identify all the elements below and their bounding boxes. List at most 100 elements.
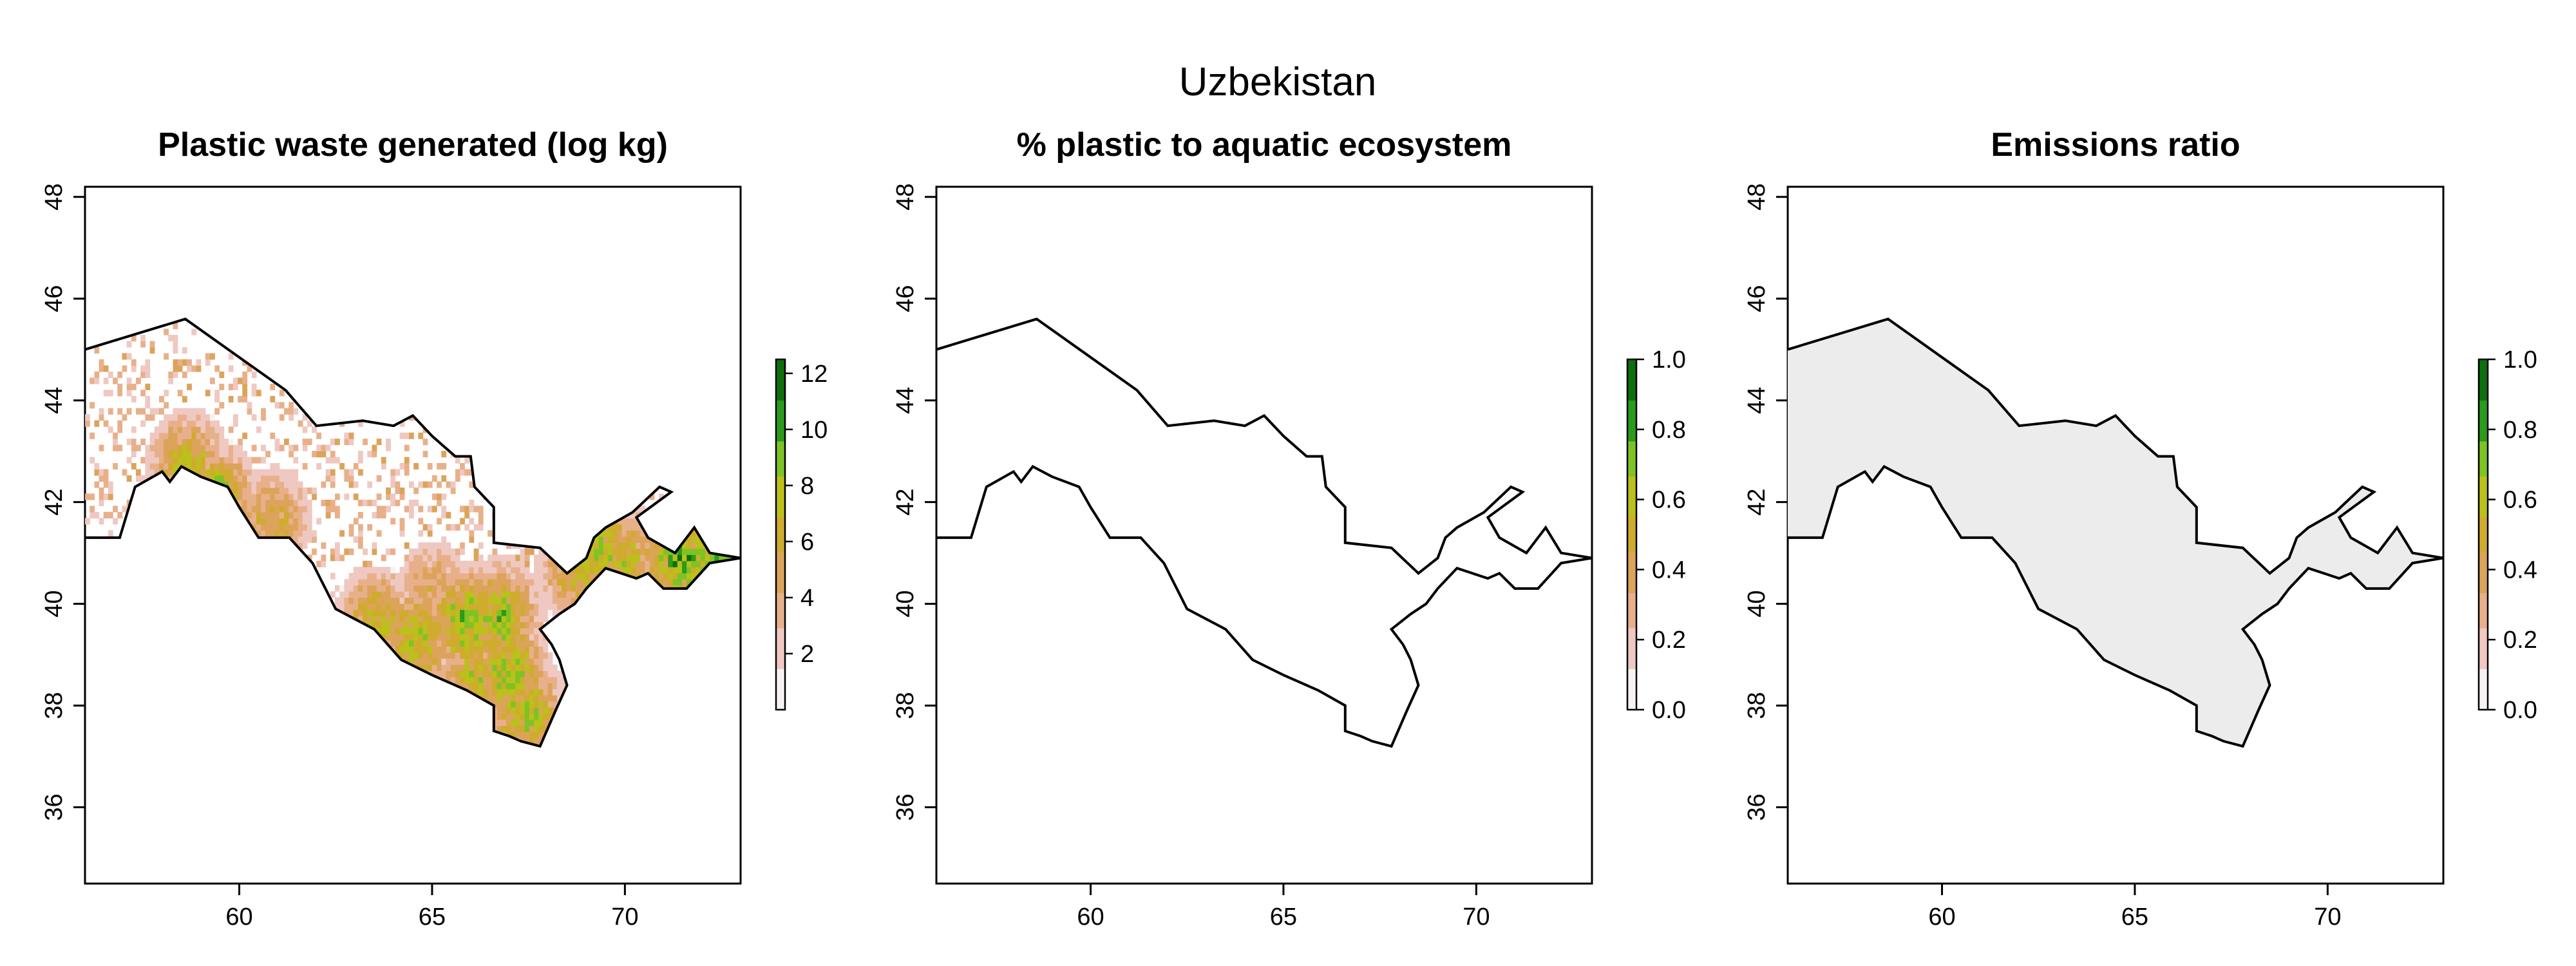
raster-cell <box>543 603 549 611</box>
raster-cell <box>506 597 511 604</box>
raster-cell <box>543 676 549 683</box>
raster-cell <box>395 579 401 586</box>
raster-cell <box>200 414 206 421</box>
raster-cell <box>247 506 252 513</box>
raster-cell <box>645 536 650 543</box>
raster-cell <box>154 451 160 458</box>
raster-cell <box>700 554 706 562</box>
raster-cell <box>99 444 104 451</box>
colorbar-segment <box>776 546 785 553</box>
raster-cell <box>232 383 238 390</box>
x-tick-label: 65 <box>1270 904 1297 931</box>
raster-cell <box>464 457 469 464</box>
raster-cell <box>251 518 257 525</box>
raster-cell <box>691 567 697 574</box>
raster-cell <box>251 444 257 451</box>
raster-cell <box>478 652 484 659</box>
raster-cell <box>483 627 488 634</box>
raster-cell <box>261 493 266 500</box>
raster-cell <box>520 713 526 720</box>
raster-cell <box>506 603 511 611</box>
raster-cell <box>437 621 442 629</box>
raster-cell <box>358 469 363 476</box>
raster-cell <box>538 585 544 592</box>
raster-cell <box>274 511 280 518</box>
raster-cell <box>497 664 502 671</box>
raster-cell <box>427 639 433 647</box>
raster-cell <box>219 402 225 409</box>
raster-cell <box>117 408 123 415</box>
raster-cell <box>441 639 447 647</box>
raster-cell <box>228 383 234 390</box>
raster-cell <box>404 621 410 629</box>
raster-cell <box>159 457 164 464</box>
raster-cell <box>506 634 511 641</box>
raster-cell <box>284 481 289 488</box>
raster-cell <box>200 408 206 415</box>
raster-cell <box>492 639 498 647</box>
raster-cell <box>164 432 169 439</box>
raster-cell <box>478 506 484 513</box>
raster-cell <box>164 451 169 458</box>
raster-cell <box>460 469 465 476</box>
raster-cell <box>682 573 687 580</box>
raster-cell <box>422 554 428 562</box>
raster-cell <box>418 530 424 537</box>
raster-cell <box>682 542 687 549</box>
raster-cell <box>103 493 109 500</box>
colorbar-segment <box>1627 429 1636 436</box>
raster-cell <box>441 652 447 659</box>
raster-cell <box>538 688 544 696</box>
raster-cell <box>372 603 377 611</box>
raster-cell <box>668 567 674 574</box>
raster-cell <box>696 567 701 574</box>
raster-cell <box>367 573 373 580</box>
colorbar-segment <box>776 516 785 524</box>
y-tick-label: 42 <box>41 489 68 516</box>
raster-cell <box>515 725 521 732</box>
raster-cell <box>270 530 276 537</box>
raster-cell <box>488 591 493 598</box>
raster-cell <box>511 652 516 659</box>
raster-cell <box>154 457 160 464</box>
raster-cell <box>298 511 303 518</box>
raster-cell <box>460 542 465 549</box>
raster-cell <box>552 688 558 696</box>
raster-cell <box>659 567 664 574</box>
raster-cell <box>630 542 636 549</box>
raster-cell <box>547 652 553 659</box>
raster-cell <box>473 560 479 567</box>
raster-cell <box>344 475 350 482</box>
raster-cell <box>455 548 460 555</box>
raster-cell <box>418 579 424 586</box>
raster-cell <box>515 664 521 671</box>
raster-cell <box>214 408 220 415</box>
raster-cell <box>149 341 155 348</box>
raster-cell <box>492 658 498 665</box>
raster-cell <box>473 627 479 634</box>
colorbar-segment <box>776 622 785 629</box>
raster-cell <box>422 597 428 604</box>
raster-cell <box>140 439 146 446</box>
raster-cell <box>117 420 123 427</box>
raster-cell <box>501 725 507 732</box>
raster-cell <box>223 444 229 451</box>
raster-cell <box>538 652 544 659</box>
raster-cell <box>164 402 169 409</box>
raster-cell <box>191 426 197 433</box>
raster-cell <box>122 414 128 421</box>
raster-cell <box>399 524 405 531</box>
raster-cell <box>668 554 674 562</box>
raster-cell <box>687 567 692 574</box>
raster-cell <box>409 591 414 598</box>
raster-cell <box>418 597 424 604</box>
colorbar-segment <box>1627 581 1636 588</box>
raster-cell <box>363 597 368 604</box>
raster-cell <box>219 426 225 433</box>
raster-cell <box>390 591 396 598</box>
raster-cell <box>168 469 174 476</box>
raster-cell <box>696 548 701 555</box>
raster-cell <box>547 585 553 592</box>
raster-cell <box>562 683 567 690</box>
